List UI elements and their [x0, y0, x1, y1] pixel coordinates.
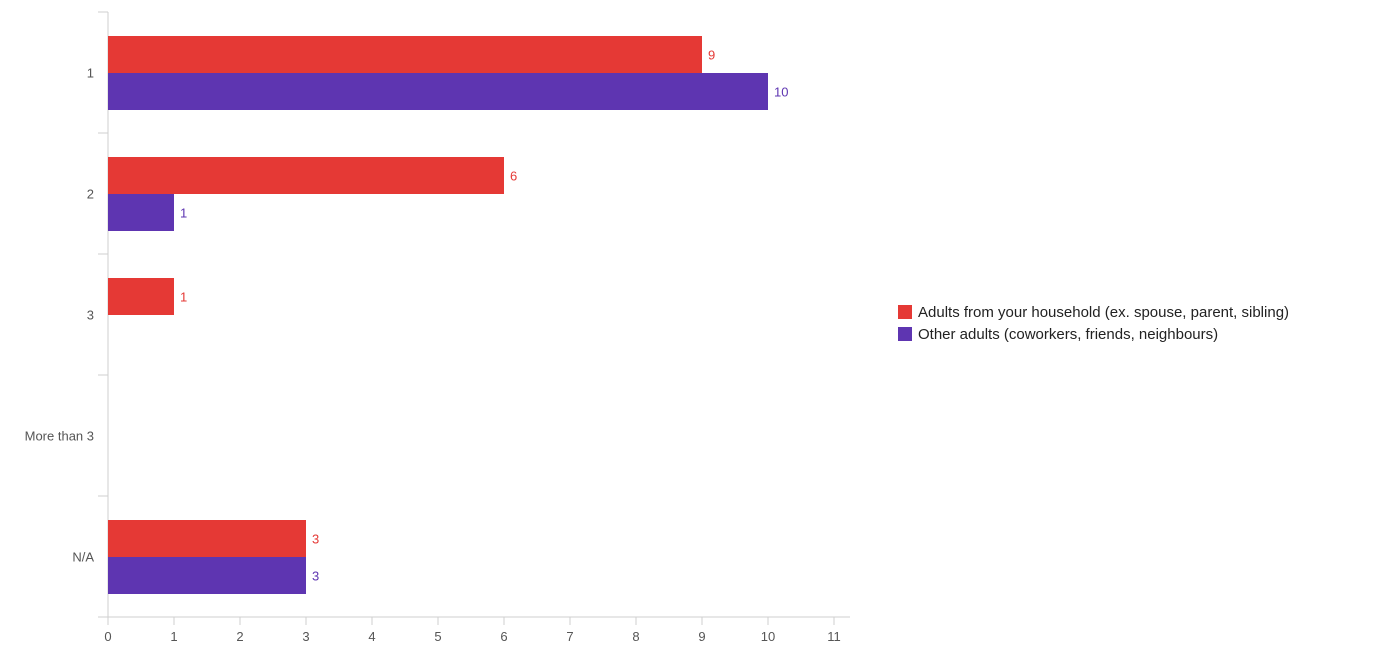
bar: [108, 278, 174, 315]
bar: [108, 157, 504, 194]
x-tick-label: 6: [500, 629, 507, 644]
x-tick-label: 0: [104, 629, 111, 644]
bar-value-label: 1: [180, 206, 187, 221]
x-tick-label: 10: [761, 629, 775, 644]
legend-label: Other adults (coworkers, friends, neighb…: [918, 325, 1219, 343]
y-tick-label: 2: [87, 187, 94, 202]
y-tick-label: N/A: [72, 550, 94, 565]
bar-value-label: 1: [180, 290, 187, 305]
bar: [108, 36, 702, 73]
x-tick-label: 11: [827, 629, 841, 644]
y-tick-label: More than 3: [25, 429, 94, 444]
bar: [108, 557, 306, 594]
x-tick-label: 1: [170, 629, 177, 644]
legend-item-other: Other adults (coworkers, friends, neighb…: [898, 324, 1289, 344]
x-tick-label: 4: [368, 629, 375, 644]
legend: Adults from your household (ex. spouse, …: [898, 302, 1289, 346]
chart-labels: 9 6 1 3 10 1 3: [180, 48, 788, 584]
bar: [108, 194, 174, 231]
x-tick-label: 5: [434, 629, 441, 644]
legend-label: Adults from your household (ex. spouse, …: [918, 303, 1290, 321]
bar-value-label: 9: [708, 48, 715, 63]
bar: [108, 73, 768, 110]
x-tick-label: 7: [566, 629, 573, 644]
bar-value-label: 3: [312, 569, 319, 584]
chart-bars: [108, 36, 768, 594]
bar-value-label: 3: [312, 532, 319, 547]
bar: [108, 520, 306, 557]
x-tick-label: 9: [698, 629, 705, 644]
y-tick-label: 3: [87, 308, 94, 323]
legend-swatch: [898, 305, 912, 319]
x-tick-label: 3: [302, 629, 309, 644]
legend-item-household: Adults from your household (ex. spouse, …: [898, 302, 1289, 322]
y-tick-label: 1: [87, 66, 94, 81]
x-tick-label: 2: [236, 629, 243, 644]
bar-value-label: 6: [510, 169, 517, 184]
bar-value-label: 10: [774, 85, 788, 100]
x-tick-label: 8: [632, 629, 639, 644]
legend-swatch: [898, 327, 912, 341]
